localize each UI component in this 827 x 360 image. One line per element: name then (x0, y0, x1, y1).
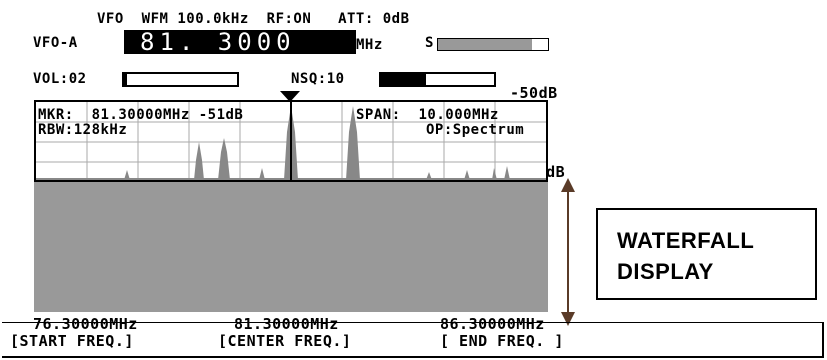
softkey-start-freq[interactable]: [START FREQ.] (10, 332, 134, 350)
nsq-label: NSQ:10 (291, 71, 345, 87)
start-frequency: 76.30000MHz (33, 315, 138, 333)
vol-bar-fill (124, 74, 128, 85)
rbw-readout: RBW:128kHz (38, 122, 128, 138)
marker-triangle-icon[interactable] (280, 91, 300, 103)
vol-label: VOL:02 (33, 71, 87, 87)
end-frequency: 86.30000MHz (440, 315, 545, 333)
callout-line-1: WATERFALL (617, 228, 755, 253)
nsq-bar-fill (381, 74, 427, 85)
s-meter-bar (437, 38, 549, 51)
frequency-readout: 81. 3000 (140, 28, 296, 56)
frame-line-bottom (2, 356, 824, 358)
span-readout: SPAN: 10.000MHz (356, 107, 499, 123)
vfo-label: VFO-A (33, 35, 78, 51)
spectrum-display[interactable]: MKR: 81.30000MHz -51dB SPAN: 10.000MHz R… (34, 100, 548, 182)
frequency-unit: MHz (356, 37, 383, 53)
softkey-center-freq[interactable]: [CENTER FREQ.] (218, 332, 352, 350)
s-meter-fill (438, 39, 532, 50)
softkey-end-freq[interactable]: [ END FREQ. ] (440, 332, 564, 350)
vol-bar[interactable] (122, 72, 239, 87)
op-readout: OP:Spectrum (426, 122, 525, 138)
waterfall-callout: WATERFALL DISPLAY (596, 208, 817, 300)
marker-readout: MKR: 81.30000MHz -51dB (38, 107, 244, 123)
frame-line-right (822, 322, 824, 358)
callout-line-2: DISPLAY (617, 259, 714, 284)
frequency-display-box[interactable] (124, 30, 356, 54)
center-frequency: 81.30000MHz (234, 315, 339, 333)
spectrum-svg (36, 102, 546, 180)
status-line: VFO WFM 100.0kHz RF:ON ATT: 0dB (97, 11, 410, 27)
s-meter-label: S (425, 35, 434, 51)
ref-level-top: -50dB (510, 84, 558, 102)
frame-line-top (2, 322, 824, 323)
nsq-bar[interactable] (379, 72, 496, 87)
waterfall-display[interactable] (34, 182, 548, 312)
double-arrow-icon (561, 178, 575, 326)
